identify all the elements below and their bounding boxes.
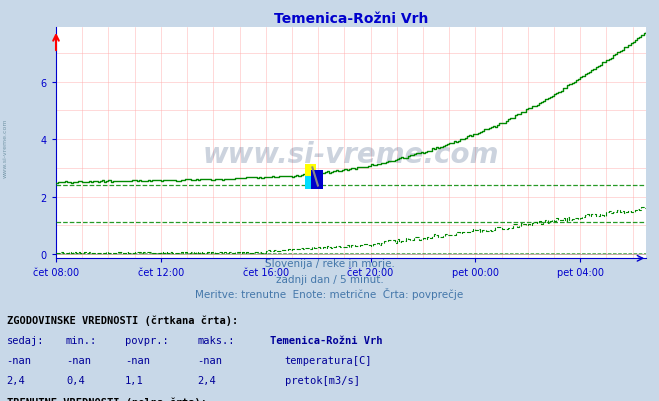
Bar: [312, 170, 324, 190]
Text: -nan: -nan: [66, 355, 91, 365]
Text: 0,4: 0,4: [66, 375, 84, 385]
Text: povpr.:: povpr.:: [125, 335, 169, 345]
Text: sedaj:: sedaj:: [7, 335, 44, 345]
Text: 2,4: 2,4: [198, 375, 216, 385]
Text: Temenica-Rožni Vrh: Temenica-Rožni Vrh: [270, 335, 383, 345]
Text: temperatura[C]: temperatura[C]: [285, 355, 372, 365]
Text: -nan: -nan: [198, 355, 223, 365]
Text: -nan: -nan: [7, 355, 32, 365]
Bar: [305, 177, 315, 190]
Text: zadnji dan / 5 minut.: zadnji dan / 5 minut.: [275, 274, 384, 284]
Text: 1,1: 1,1: [125, 375, 144, 385]
Text: TRENUTNE VREDNOSTI (polna črta):: TRENUTNE VREDNOSTI (polna črta):: [7, 397, 206, 401]
Text: www.si-vreme.com: www.si-vreme.com: [203, 141, 499, 169]
Text: ZGODOVINSKE VREDNOSTI (črtkana črta):: ZGODOVINSKE VREDNOSTI (črtkana črta):: [7, 314, 238, 325]
Text: 2,4: 2,4: [7, 375, 25, 385]
Text: -nan: -nan: [125, 355, 150, 365]
Bar: [305, 164, 316, 178]
Text: Slovenija / reke in morje.: Slovenija / reke in morje.: [264, 259, 395, 269]
Text: pretok[m3/s]: pretok[m3/s]: [285, 375, 360, 385]
Text: min.:: min.:: [66, 335, 97, 345]
Text: www.si-vreme.com: www.si-vreme.com: [3, 119, 8, 178]
Title: Temenica-Rožni Vrh: Temenica-Rožni Vrh: [273, 12, 428, 26]
Text: Meritve: trenutne  Enote: metrične  Črta: povprečje: Meritve: trenutne Enote: metrične Črta: …: [195, 287, 464, 299]
Text: maks.:: maks.:: [198, 335, 235, 345]
